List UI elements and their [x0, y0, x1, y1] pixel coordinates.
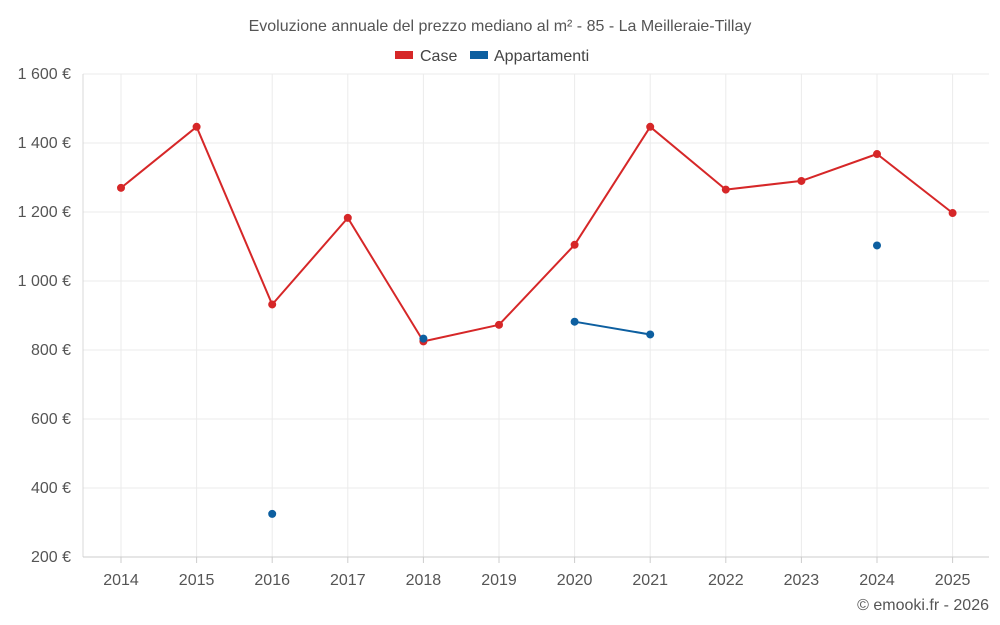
series-line-case [120, 125, 954, 343]
legend-item-case[interactable]: Case [395, 48, 457, 65]
data-point-case[interactable] [797, 176, 806, 185]
x-tick-label: 2018 [406, 572, 442, 589]
credit-text: © emooki.fr - 2026 [857, 597, 989, 614]
x-tick-label: 2016 [254, 572, 290, 589]
x-tick-label: 2025 [935, 572, 971, 589]
x-tick-label: 2024 [859, 572, 895, 589]
x-tick-label: 2023 [784, 572, 820, 589]
data-point-case[interactable] [495, 320, 503, 329]
y-tick-label: 800 € [31, 342, 71, 359]
y-tick-label: 200 € [31, 549, 71, 566]
y-tick-label: 400 € [31, 480, 71, 497]
data-point-case[interactable] [117, 183, 125, 192]
x-tick-label: 2019 [481, 572, 517, 589]
legend-swatch-case [395, 51, 413, 59]
x-tick-label: 2022 [708, 572, 744, 589]
y-tick-label: 1 000 € [18, 273, 71, 290]
legend-label-appartamenti: Appartamenti [494, 48, 589, 65]
x-tick-label: 2021 [632, 572, 668, 589]
series-line-appartamenti [573, 320, 652, 336]
data-point-case[interactable] [343, 213, 352, 222]
data-point-appartamenti[interactable] [570, 317, 579, 326]
x-tick-label: 2020 [557, 572, 593, 589]
data-point-case[interactable] [873, 150, 881, 159]
x-tick-label: 2014 [103, 572, 139, 589]
x-tick-label: 2017 [330, 572, 366, 589]
points-layer [117, 122, 957, 518]
data-point-appartamenti[interactable] [646, 330, 655, 339]
y-tick-label: 1 600 € [18, 66, 71, 83]
legend: Case Appartamenti [395, 48, 589, 65]
data-point-case[interactable] [948, 209, 957, 218]
x-tick-label: 2015 [179, 572, 215, 589]
chart-title: Evoluzione annuale del prezzo mediano al… [249, 18, 752, 35]
data-point-case[interactable] [192, 122, 201, 131]
legend-label-case: Case [420, 48, 457, 65]
data-point-case[interactable] [721, 185, 730, 194]
series-layer [120, 125, 954, 343]
grid-layer [83, 73, 989, 558]
y-tick-label: 600 € [31, 411, 71, 428]
axis-layer: 200 € 400 € 600 € 800 € 1 000 € 1 200 € 1 400 … [18, 66, 989, 589]
data-point-case[interactable] [570, 240, 579, 249]
y-tick-label: 1 200 € [18, 204, 71, 221]
data-point-appartamenti[interactable] [268, 509, 277, 518]
data-point-case[interactable] [268, 300, 277, 309]
legend-swatch-appartamenti [470, 51, 488, 59]
legend-item-appartamenti[interactable]: Appartamenti [470, 48, 589, 65]
data-point-appartamenti[interactable] [873, 241, 881, 250]
data-point-case[interactable] [646, 122, 655, 131]
y-tick-label: 1 400 € [18, 135, 71, 152]
data-point-appartamenti[interactable] [419, 334, 428, 343]
